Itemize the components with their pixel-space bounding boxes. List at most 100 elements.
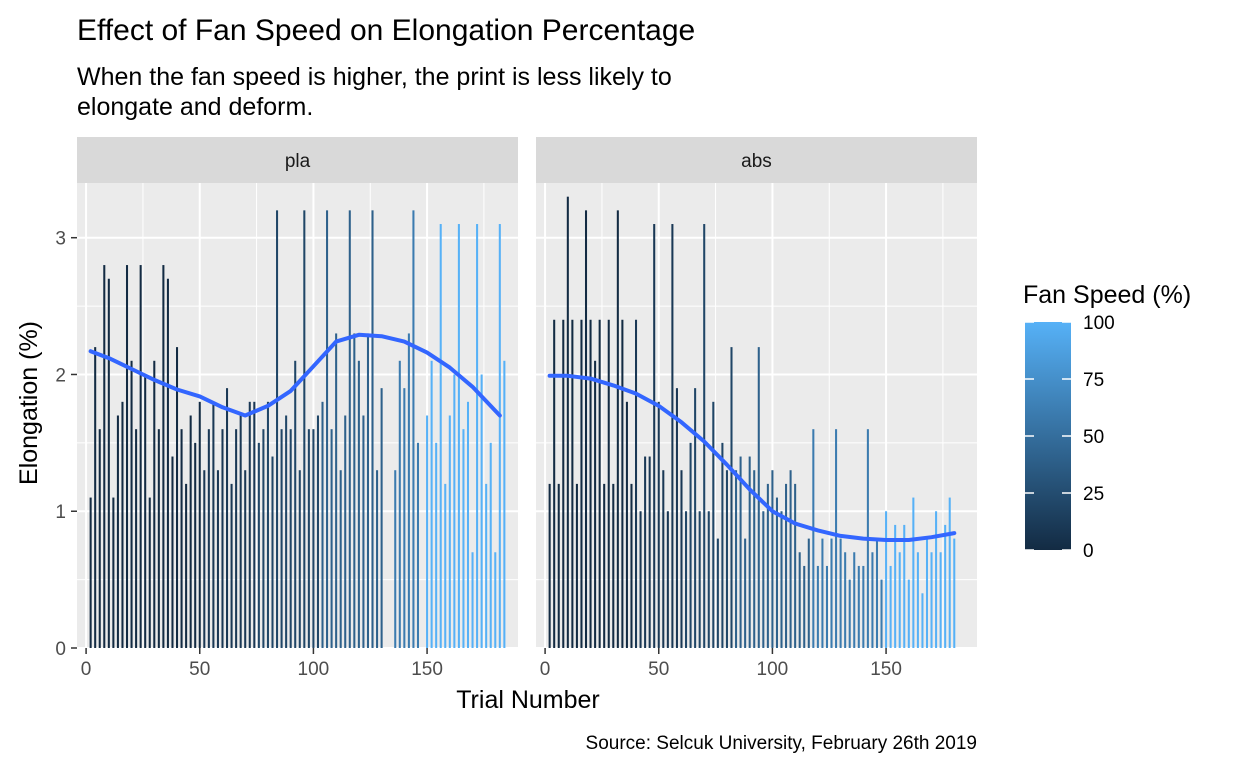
bar xyxy=(621,319,624,648)
bar xyxy=(312,429,315,648)
bar xyxy=(239,415,242,648)
bar xyxy=(698,511,701,648)
bar xyxy=(603,483,606,648)
bar xyxy=(394,470,397,648)
y-axis: 0 1 2 3 xyxy=(55,229,77,660)
bar xyxy=(835,429,838,648)
bar xyxy=(898,552,901,648)
bar xyxy=(94,347,97,648)
smooth-trend-line xyxy=(547,373,957,542)
bar xyxy=(276,210,279,648)
bar xyxy=(798,552,801,648)
panel-abs: abs xyxy=(536,137,977,649)
bar xyxy=(207,429,210,648)
bar xyxy=(594,360,597,648)
bar xyxy=(189,415,192,648)
bar xyxy=(598,319,601,648)
bar xyxy=(244,470,247,648)
bar xyxy=(730,347,733,648)
bar xyxy=(548,483,551,648)
bar xyxy=(857,565,860,648)
bar xyxy=(575,483,578,648)
bar xyxy=(944,524,947,648)
bar xyxy=(871,552,874,648)
bar xyxy=(221,429,224,648)
x-tick-label: 100 xyxy=(757,659,789,680)
bar xyxy=(216,470,219,648)
bar xyxy=(657,401,660,648)
x-axes: 0 50 100 150 0 50 100 150 xyxy=(81,648,902,680)
bar xyxy=(212,401,215,648)
bar xyxy=(639,511,642,648)
bar xyxy=(107,278,110,648)
bar xyxy=(403,388,406,648)
bar xyxy=(489,442,492,648)
bar xyxy=(339,470,342,648)
bar xyxy=(589,319,592,648)
bar xyxy=(885,511,888,648)
bar xyxy=(630,483,633,648)
bar xyxy=(830,538,833,648)
bar xyxy=(666,511,669,648)
panel-pla: pla xyxy=(77,137,518,649)
bar xyxy=(180,429,183,648)
x-tick-label: 150 xyxy=(411,659,443,680)
bar xyxy=(466,401,470,648)
bar xyxy=(171,456,174,648)
bar xyxy=(889,565,892,648)
bar xyxy=(848,579,851,648)
bar xyxy=(444,483,447,648)
bar xyxy=(130,360,133,648)
bar xyxy=(671,224,674,648)
bar xyxy=(285,415,288,648)
y-tick-label: 1 xyxy=(55,502,66,523)
bar xyxy=(625,401,628,648)
bar xyxy=(457,224,460,648)
x-tick-label: 50 xyxy=(648,659,669,680)
bar xyxy=(939,552,942,648)
bar xyxy=(894,524,897,648)
bar xyxy=(371,210,374,648)
legend-tick-label: 0 xyxy=(1083,541,1094,562)
bar xyxy=(680,470,683,648)
bar xyxy=(789,470,792,648)
bar xyxy=(771,470,774,648)
bar xyxy=(635,319,638,648)
bar xyxy=(194,442,197,648)
bar xyxy=(648,456,651,648)
bar xyxy=(485,483,488,648)
y-tick-label: 3 xyxy=(55,229,66,250)
bar xyxy=(707,511,710,648)
legend-tick-label: 100 xyxy=(1083,313,1115,334)
bar xyxy=(839,538,842,648)
bar xyxy=(307,429,310,648)
chart-title: Effect of Fan Speed on Elongation Percen… xyxy=(77,14,695,47)
bar xyxy=(584,210,588,648)
bar xyxy=(580,319,583,648)
x-tick-label: 50 xyxy=(189,659,210,680)
bar xyxy=(744,538,747,648)
chart-caption: Source: Selcuk University, February 26th… xyxy=(586,733,977,754)
bar xyxy=(121,401,124,648)
bar xyxy=(685,511,688,648)
bar xyxy=(280,429,283,648)
bar xyxy=(298,470,301,648)
bar xyxy=(875,538,879,648)
bar xyxy=(930,552,933,648)
bar xyxy=(748,456,751,648)
bar xyxy=(662,470,665,648)
bar xyxy=(689,442,692,648)
bar xyxy=(675,388,678,648)
fan-speed-legend: Fan Speed (%) 0 25 50 75 100 xyxy=(1023,281,1191,562)
bar xyxy=(812,429,815,648)
bar xyxy=(303,210,306,648)
bar xyxy=(262,429,265,648)
facet-panels: pla abs xyxy=(77,137,977,649)
bar xyxy=(807,538,810,648)
bar xyxy=(471,552,474,648)
facet-strip xyxy=(77,137,518,183)
bar xyxy=(439,224,442,648)
bar xyxy=(844,552,847,648)
x-tick-label: 150 xyxy=(870,659,902,680)
x-tick-label: 0 xyxy=(540,659,551,680)
